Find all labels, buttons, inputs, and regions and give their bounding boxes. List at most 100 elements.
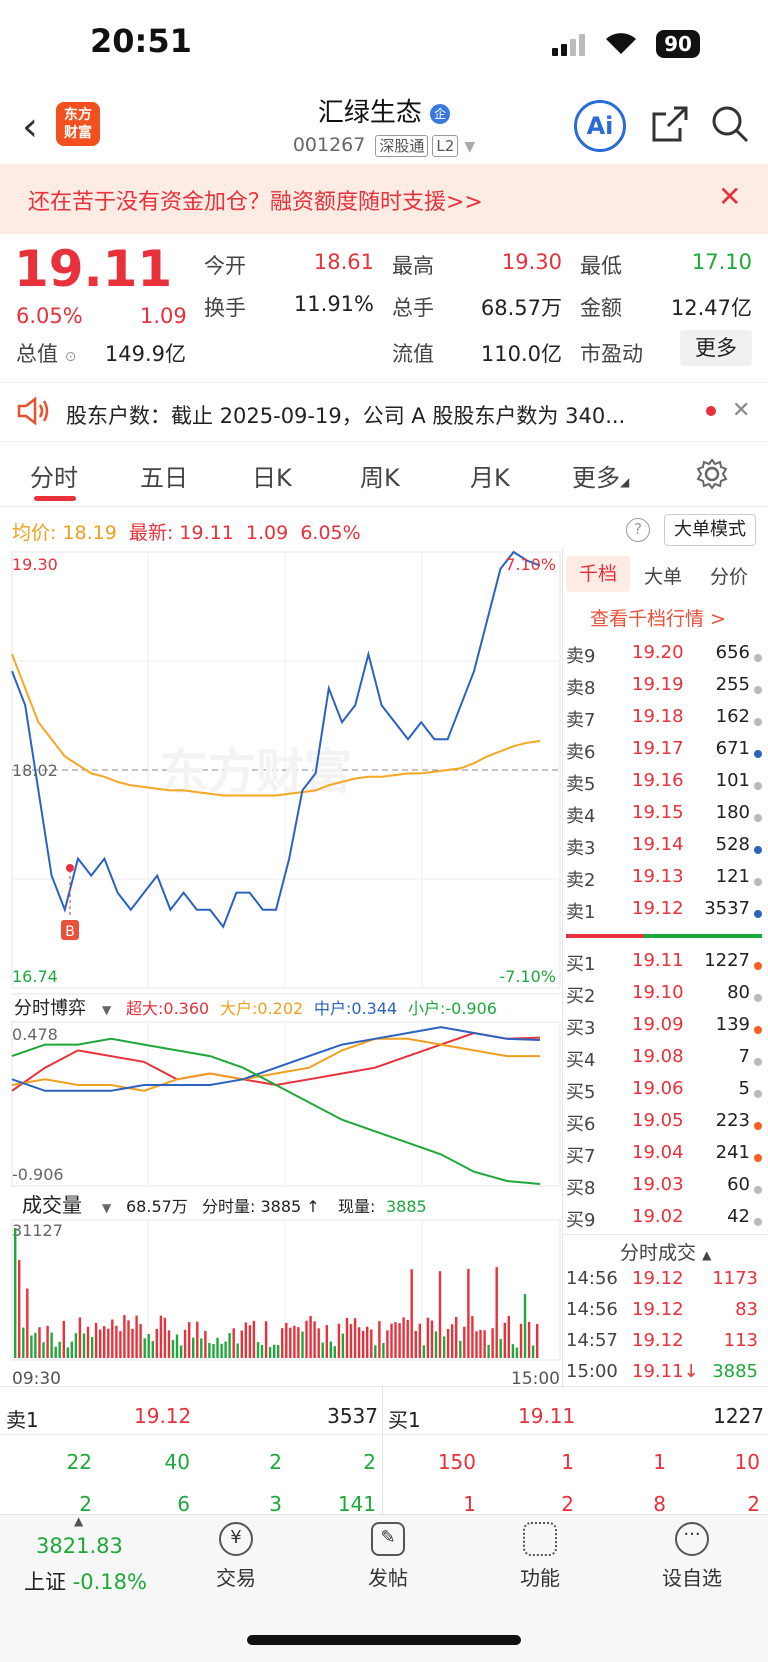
ob-dot — [754, 654, 762, 662]
volume-bar — [487, 1344, 490, 1358]
orderbook-row[interactable]: 卖8 19.19 255 — [566, 674, 762, 706]
tab-fenshi[interactable]: 分时 — [30, 464, 78, 492]
volume-bar — [103, 1326, 106, 1358]
edit-icon: ✎ — [371, 1522, 405, 1556]
queue-cell: 150 — [437, 1450, 476, 1472]
settings-gear-icon[interactable] — [696, 458, 728, 494]
nav-add-watchlist[interactable]: ··· 设自选 — [662, 1522, 722, 1590]
nav-trade[interactable]: ¥ 交易 — [186, 1522, 286, 1591]
ob-price: 19.14 — [632, 834, 684, 855]
volume-bar — [82, 1333, 86, 1358]
index-info[interactable]: 上证 -0.18% — [24, 1570, 147, 1594]
orderbook-row[interactable]: 卖4 19.15 180 — [566, 802, 762, 834]
ob-volume: 223 — [715, 1110, 750, 1131]
volume-bar — [159, 1315, 163, 1358]
tab-dadan[interactable]: 大单 — [644, 566, 683, 588]
axis-high: 19.30 — [12, 555, 58, 574]
news-text[interactable]: 股东户数：截止 2025-09-19，公司 A 股股东户数为 340... — [66, 404, 626, 428]
orderbook-row[interactable]: 买5 19.06 5 — [566, 1078, 762, 1110]
volume-bar — [414, 1331, 417, 1358]
boyi-label: 分时博弈 — [14, 998, 86, 1019]
more-dots-icon: ··· — [675, 1522, 709, 1556]
search-icon[interactable] — [710, 104, 750, 148]
status-time: 20:51 — [90, 22, 192, 60]
tab-fenjia[interactable]: 分价 — [710, 566, 749, 588]
orderbook-row[interactable]: 卖3 19.14 528 — [566, 834, 762, 866]
trade-icon: ¥ — [219, 1522, 253, 1556]
boyi-xiaohu: 小户:-0.906 — [408, 999, 497, 1018]
big-order-mode-button[interactable]: 大单模式 — [664, 514, 756, 546]
volume-bar — [163, 1317, 167, 1358]
promo-banner-text[interactable]: 还在苦于没有资金加仓？融资额度随时支援>> — [28, 190, 483, 215]
orderbook-row[interactable]: 卖5 19.16 101 — [566, 770, 762, 802]
view-qiandang-link[interactable]: 查看千档行情 > — [590, 608, 726, 630]
ob-level: 卖3 — [566, 838, 596, 859]
back-icon[interactable]: ‹ — [22, 104, 38, 150]
orderbook-row[interactable]: 卖7 19.18 162 — [566, 706, 762, 738]
volume-bar — [394, 1322, 397, 1358]
ob-level: 卖7 — [566, 710, 596, 731]
ai-button[interactable]: Ai — [574, 100, 626, 152]
volume-bar — [188, 1322, 191, 1358]
ob-volume: 101 — [715, 770, 750, 791]
orderbook-row[interactable]: 买3 19.09 139 — [566, 1014, 762, 1046]
tab-wuri[interactable]: 五日 — [140, 464, 188, 492]
news-ticker[interactable] — [0, 382, 768, 442]
home-indicator — [247, 1635, 521, 1645]
volume-bar — [232, 1328, 235, 1358]
nav-post[interactable]: ✎ 发帖 — [338, 1522, 438, 1591]
promo-banner[interactable] — [0, 164, 768, 234]
svg-text:B: B — [65, 924, 75, 940]
axis-low: 16.74 — [12, 967, 58, 986]
divider — [0, 506, 768, 507]
tab-qiandang[interactable]: 千档 — [566, 556, 630, 592]
orderbook-row[interactable]: 卖2 19.13 121 — [566, 866, 762, 898]
volume-bar — [208, 1343, 211, 1358]
help-icon[interactable]: ? — [626, 518, 650, 542]
orderbook-row[interactable]: 买6 19.05 223 — [566, 1110, 762, 1142]
avg-price-series — [11, 653, 541, 797]
ob-level: 卖5 — [566, 774, 596, 795]
volume-bar — [240, 1330, 243, 1358]
orderbook-row[interactable]: 买2 19.10 80 — [566, 982, 762, 1014]
nav-functions[interactable]: 功能 — [490, 1522, 590, 1591]
ob-level: 买6 — [566, 1114, 596, 1135]
volume-bar — [337, 1323, 341, 1358]
ob-dot — [754, 1122, 762, 1130]
share-icon[interactable] — [650, 104, 690, 148]
stock-name: 汇绿生态 企 — [0, 92, 768, 129]
ticks-label[interactable]: 分时成交 ▲ — [620, 1242, 712, 1264]
orderbook-row[interactable]: 买1 19.11 1227 — [566, 950, 762, 982]
news-close-icon[interactable]: ✕ — [732, 398, 751, 423]
volume-bar — [313, 1321, 316, 1358]
queue-cell: 2 — [269, 1450, 282, 1472]
index-value[interactable]: 3821.83 — [36, 1534, 123, 1558]
queue-cell: 6 — [177, 1492, 190, 1514]
volume-bar — [406, 1319, 409, 1358]
close-icon[interactable]: ✕ — [718, 180, 742, 213]
volume-bar — [264, 1321, 268, 1358]
tab-yuek[interactable]: 月K — [470, 464, 510, 492]
ob-price: 19.19 — [632, 674, 684, 695]
orderbook-row[interactable]: 买7 19.04 241 — [566, 1142, 762, 1174]
queue-cell: 40 — [164, 1450, 190, 1472]
tab-zhouk[interactable]: 周K — [360, 464, 400, 492]
intraday-chart[interactable]: 东方财富 19.30 18.02 16.74 7.10% -7.10% B 分时… — [0, 548, 564, 1512]
orderbook-row[interactable]: 卖6 19.17 671 — [566, 738, 762, 770]
tab-more[interactable]: 更多◢ — [572, 464, 630, 492]
tab-rik[interactable]: 日K — [252, 464, 292, 492]
ob-level: 买2 — [566, 986, 596, 1007]
queue-cell: 2 — [79, 1492, 92, 1514]
volume-bar — [54, 1346, 57, 1358]
volume-bar — [14, 1228, 17, 1358]
ob-level: 卖1 — [566, 902, 596, 923]
more-button[interactable]: 更多 — [680, 330, 752, 366]
orderbook-row[interactable]: 买9 19.02 42 — [566, 1206, 762, 1238]
orderbook-row[interactable]: 卖9 19.20 656 — [566, 642, 762, 674]
orderbook-row[interactable]: 买8 19.03 60 — [566, 1174, 762, 1206]
orderbook-row[interactable]: 买4 19.08 7 — [566, 1046, 762, 1078]
ob-price: 19.08 — [632, 1046, 684, 1067]
orderbook-row[interactable]: 卖1 19.12 3537 — [566, 898, 762, 930]
bottom-sell-vol: 3537 — [327, 1404, 378, 1428]
app-logo: 东方 财富 — [56, 102, 100, 146]
